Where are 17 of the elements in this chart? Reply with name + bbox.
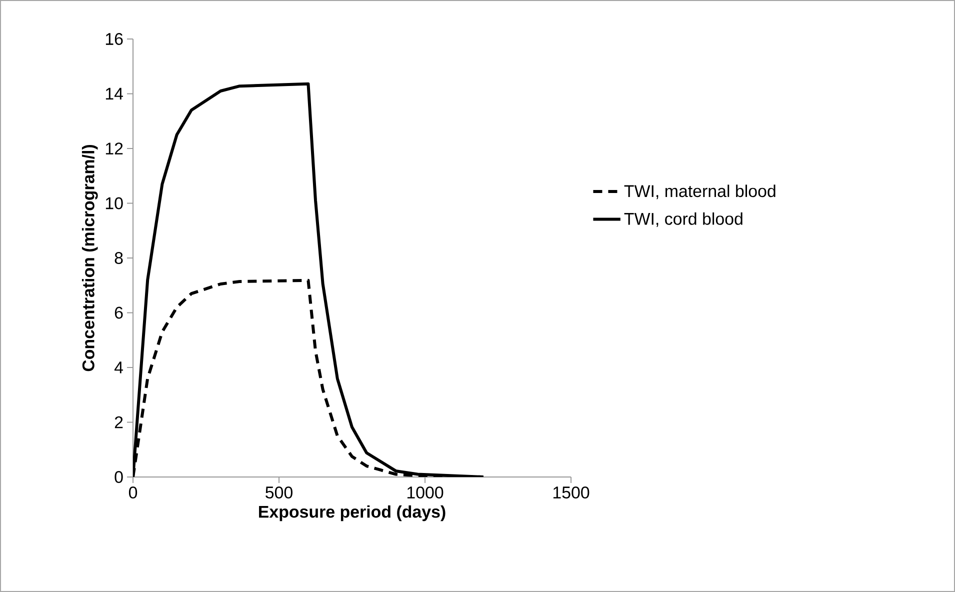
y-tick-label: 6	[114, 306, 123, 319]
y-tick-label: 2	[114, 416, 123, 428]
x-tick-label: 500	[266, 486, 292, 499]
y-tick-label: 12	[106, 142, 123, 154]
y-tick-label: 16	[106, 32, 123, 45]
legend-label: TWI, cord blood	[624, 212, 742, 227]
y-axis-title: Concentration (microgram/l)	[82, 144, 98, 372]
x-tick-label: 0	[128, 486, 138, 499]
x-tick-label: 1000	[407, 486, 444, 499]
y-tick-label: 0	[114, 470, 123, 483]
legend-label: TWI, maternal blood	[624, 184, 776, 200]
x-tick-label: 1500	[553, 486, 590, 499]
y-tick-label: 4	[114, 362, 123, 374]
x-axis-title: Exposure period (days)	[259, 505, 446, 522]
y-tick-label: 8	[114, 252, 123, 264]
y-tick-label: 10	[106, 197, 123, 210]
y-tick-label: 14	[106, 88, 123, 100]
